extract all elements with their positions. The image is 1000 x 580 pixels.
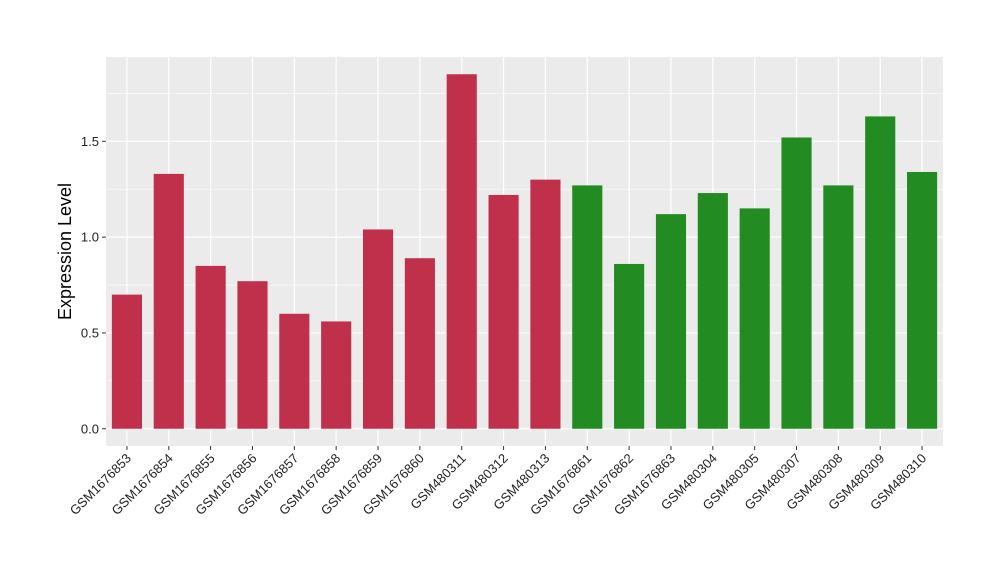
- bar-gsm1676856: [237, 281, 268, 429]
- bar-gsm480313: [530, 179, 561, 429]
- y-axis: 0.0 0.5 1.0 1.5: [81, 134, 106, 436]
- bar-gsm1676854: [153, 173, 184, 429]
- bar-gsm480304: [697, 193, 728, 429]
- bar-gsm1676859: [362, 229, 394, 429]
- x-axis: GSM1676853GSM1676854GSM1676855GSM1676856…: [67, 446, 929, 518]
- bar-gsm1676862: [614, 263, 645, 429]
- y-tick-label: 0.5: [81, 325, 99, 340]
- bar-gsm1676863: [655, 214, 687, 429]
- plot-panel: [106, 57, 943, 446]
- bars: [111, 74, 938, 429]
- bar-gsm480305: [739, 208, 770, 429]
- y-axis-title: Expression Level: [55, 183, 75, 320]
- bar-gsm480309: [865, 116, 896, 429]
- y-tick-label: 1.5: [81, 134, 99, 149]
- bar-gsm480308: [823, 185, 854, 429]
- bar-gsm1676857: [279, 313, 310, 429]
- y-tick-label: 1.0: [81, 230, 99, 245]
- bar-gsm1676855: [195, 265, 226, 429]
- bar-gsm1676858: [321, 321, 352, 429]
- y-tick-label: 0.0: [81, 421, 99, 436]
- bar-gsm1676861: [572, 185, 603, 429]
- bar-gsm480310: [907, 171, 938, 429]
- bar-gsm1676860: [404, 258, 435, 429]
- bar-gsm1676853: [111, 294, 142, 429]
- bar-gsm480307: [781, 137, 812, 429]
- bar-gsm480311: [446, 74, 477, 429]
- bar-gsm480312: [488, 194, 519, 429]
